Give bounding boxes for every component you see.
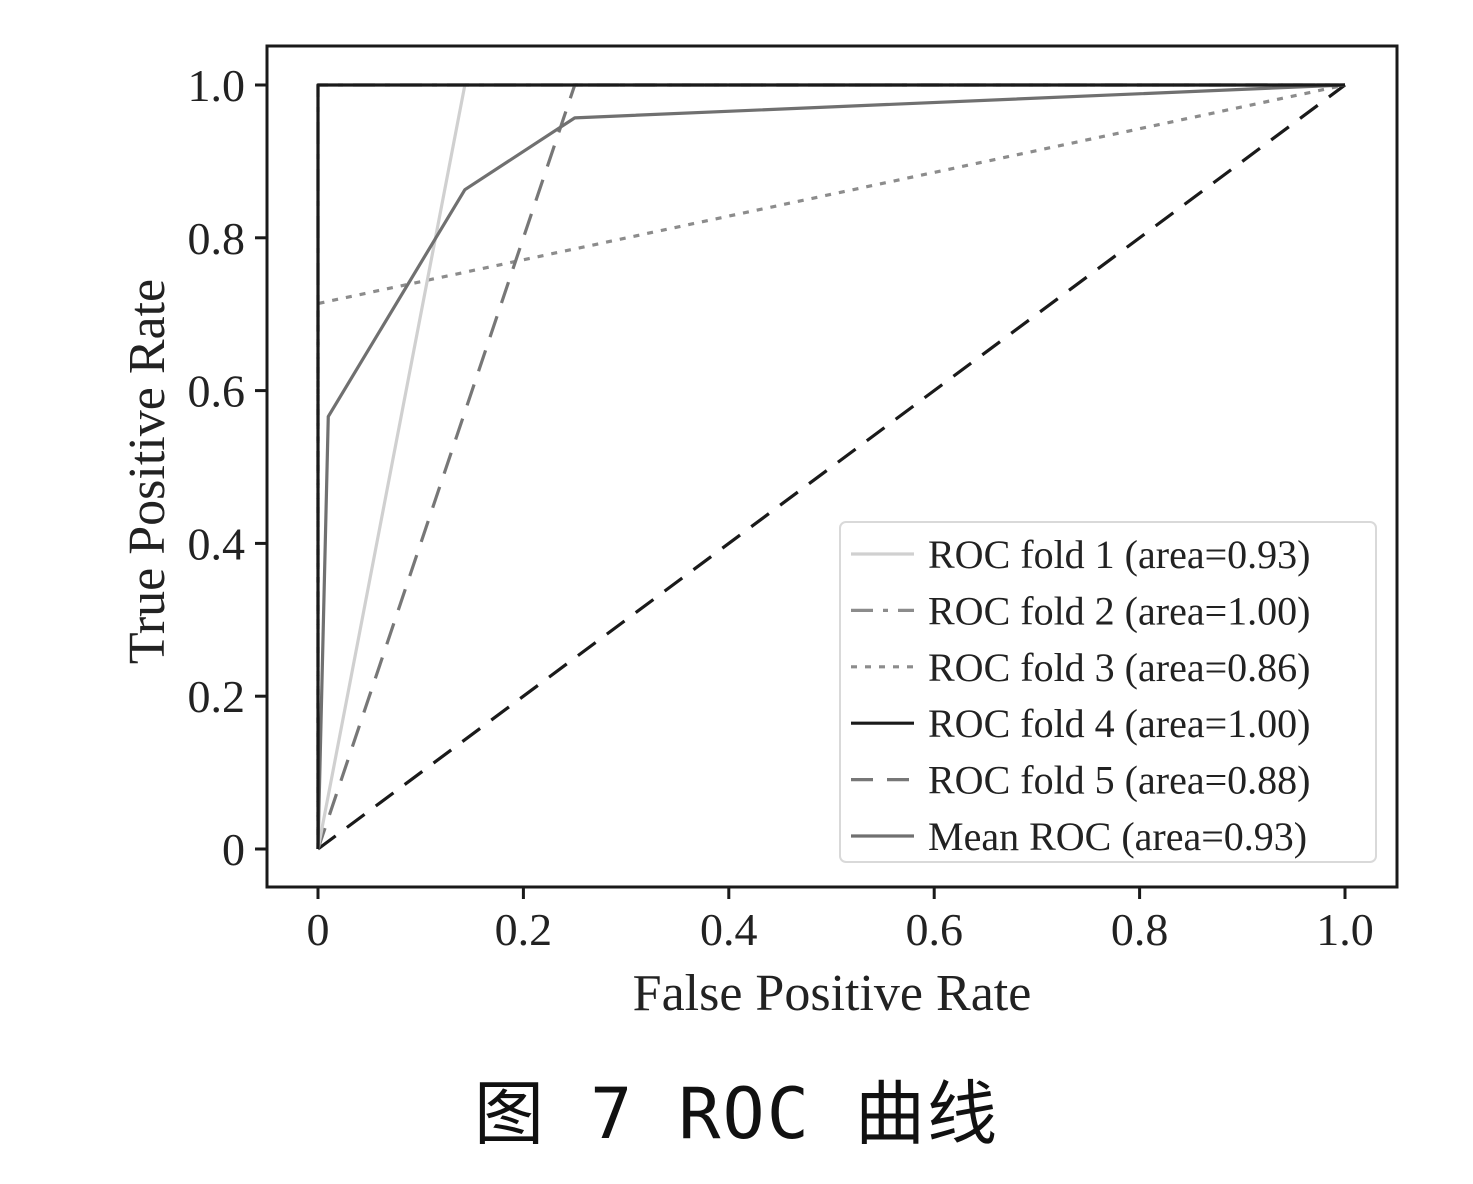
legend: ROC fold 1 (area=0.93) ROC fold 2 (area=1… bbox=[839, 521, 1377, 863]
plot-curves bbox=[316, 83, 1346, 851]
y-tick-label: 0 bbox=[222, 824, 245, 875]
x-axis-label: False Positive Rate bbox=[633, 965, 1032, 1022]
y-tick-label: 0.2 bbox=[188, 671, 246, 722]
legend-entry: ROC fold 1 (area=0.93) bbox=[928, 532, 1310, 577]
x-tick-label: 0.4 bbox=[700, 904, 758, 955]
legend-entry: ROC fold 2 (area=1.00) bbox=[928, 588, 1310, 633]
x-tick-label: 0 bbox=[307, 904, 330, 955]
x-tick-label: 0.2 bbox=[495, 904, 553, 955]
legend-entry: ROC fold 5 (area=0.88) bbox=[928, 758, 1310, 803]
y-axis-label: True Positive Rate bbox=[119, 279, 176, 664]
x-tick-label: 1.0 bbox=[1316, 904, 1374, 955]
x-tick-label: 0.6 bbox=[905, 904, 963, 955]
y-tick-label: 0.4 bbox=[188, 518, 246, 569]
y-tick-label: 1.0 bbox=[188, 60, 246, 111]
y-tick-label: 0.6 bbox=[188, 366, 246, 417]
legend-entry: ROC fold 3 (area=0.86) bbox=[928, 645, 1310, 690]
legend-entry: Mean ROC (area=0.93) bbox=[928, 814, 1307, 859]
figure-caption: 图 7 ROC 曲线 bbox=[473, 1073, 999, 1155]
legend-entry: ROC fold 4 (area=1.00) bbox=[928, 701, 1310, 746]
roc-chart: 0 0.2 0.4 0.6 0.8 1.0 0 0.2 0.4 0.6 0.8 1.0 False … bbox=[119, 44, 1399, 1022]
x-axis: 0 0.2 0.4 0.6 0.8 1.0 bbox=[307, 887, 1374, 955]
y-tick-label: 0.8 bbox=[188, 213, 246, 264]
legend-box bbox=[839, 521, 1377, 863]
x-tick-label: 0.8 bbox=[1111, 904, 1169, 955]
plot-frame bbox=[265, 44, 1399, 889]
roc-curve-4 bbox=[316, 83, 1345, 849]
roc-curve-6 bbox=[316, 83, 1346, 850]
y-axis: 0 0.2 0.4 0.6 0.8 1.0 bbox=[188, 60, 267, 875]
